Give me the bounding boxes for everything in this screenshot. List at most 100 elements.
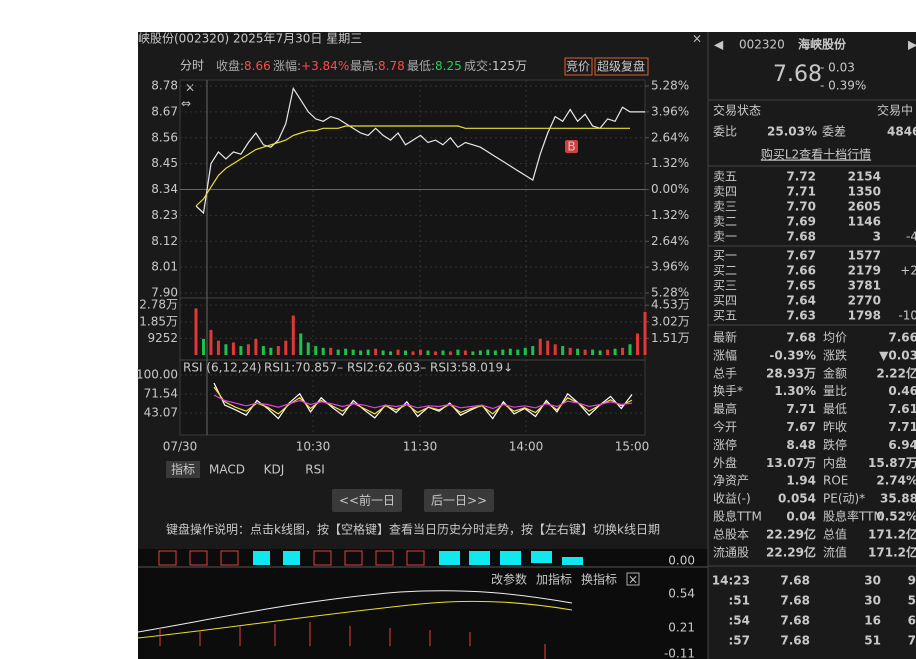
volume-bar [291,315,295,355]
tick-time: 14:23 [712,574,750,588]
volume-bar [411,351,415,355]
marker-box [565,140,578,153]
status: 交易中 [877,103,913,118]
panel-button[interactable]: 换指标 [581,572,617,587]
x-tick-label: 14:00 [509,440,544,454]
tick-price: 7.68 [780,594,810,608]
stat-value: 22.29亿 [766,526,816,541]
volume-bar [306,342,310,355]
legend-entry: RSI3:58.019↓ [430,361,513,375]
stat-label: 金额 [823,365,847,380]
stat-label: 涨跌 [823,347,847,362]
close-button[interactable]: × [692,32,702,46]
y-tick-label: 8.34 [151,182,178,196]
volume-bar [254,338,258,355]
y2-tick-label: 5.28% [651,286,689,300]
tab[interactable]: 指标 [171,462,195,477]
button-frame[interactable] [564,57,593,76]
stat-value: 15.87万 [868,456,916,470]
tick-count: 6 [908,614,916,628]
close-box[interactable] [626,572,640,586]
tick-volume: 16 [864,614,881,628]
volume-bar [269,347,273,355]
info-item: 收盘:8.66 [216,58,271,73]
axis-label: 0.00 [668,554,695,568]
volume-bar [201,338,205,355]
volume-bar [239,346,243,355]
book-volume: 2154 [848,170,881,184]
info-value: 8.78 [378,59,405,73]
info-value: 8.66 [244,59,271,73]
decor-line [137,600,573,639]
nav-label[interactable]: <<前一日 [339,493,395,508]
y-tick-label: 43.07 [144,406,178,420]
stat-label: 总手 [713,366,737,380]
volume-bar [366,349,370,355]
x-tick-label: 11:30 [403,440,438,454]
nav-label[interactable]: 后一日>> [431,494,487,508]
tab[interactable]: MACD [209,463,245,477]
average-line [195,125,630,207]
stat-value: 7.61 [888,402,916,416]
button-label[interactable]: 竞价 [566,60,590,74]
tick-price: 7.68 [780,574,810,588]
stat-value: 7.68 [786,331,816,345]
nav-button[interactable] [424,489,494,512]
stat-value: 7.67 [786,420,816,434]
y2-tick-label: 3.96% [651,260,689,274]
stat-value: 28.93万 [766,366,816,380]
volume-bar [568,347,572,355]
x-tick-label: 07/30 [163,440,198,454]
volume-bar [359,350,363,355]
volume-bar [583,349,587,355]
volume-bar [374,348,378,355]
panel-button[interactable]: 改参数 [491,572,527,587]
book-label: 卖五 [713,170,737,184]
legend-entry: RSI2:62.603– [347,361,426,375]
stat-label: PE(动)* [823,492,865,506]
close-button[interactable]: × [628,573,638,587]
volume-bar [531,346,535,355]
volume-bar [471,351,475,355]
volume-bar [246,344,250,355]
volume-bar [493,350,497,355]
stat-label: 流值 [823,544,847,559]
volume-bar [321,347,325,355]
tab[interactable]: KDJ [264,463,285,477]
l2-link[interactable]: 购买L2查看十档行情 [761,147,871,162]
marker-label: B [567,140,575,154]
tab[interactable]: RSI [305,463,325,477]
next-arrow[interactable]: ▶ [908,38,916,52]
prev-arrow[interactable]: ◀ [714,38,724,52]
y-tick-label: 100.00 [136,368,178,382]
stat-label: 量比 [823,384,847,398]
volume-bar [381,350,385,355]
stat-value: 7.66 [888,331,916,345]
book-price: 7.72 [786,170,816,184]
nav-button[interactable] [332,489,402,512]
panel-button[interactable]: 加指标 [536,572,572,587]
stat-value: 2.74% [876,474,916,488]
book-volume: 2179 [848,264,881,278]
y-tick-label: 8.67 [151,104,178,118]
info-value: 8.25 [435,59,462,73]
window-title: 峡股份(002320) 2025年7月30日 星期三 [138,32,362,46]
stat-label: 最高 [713,401,737,416]
stat-label: 最新 [713,330,737,345]
decor-bar [500,551,521,565]
indicator-title: RSI (6,12,24) [183,361,261,375]
tab-selected-bg [166,461,200,478]
stat-label: 涨停 [713,437,737,452]
stat-value: 0.054 [778,492,816,506]
volume-bar [463,350,467,355]
button-label[interactable]: 超级复盘 [597,59,645,74]
y2-tick-label: 0.00% [651,182,689,196]
decor-bar [406,550,425,566]
y-tick-label: 7.90 [151,286,178,300]
button-frame[interactable] [594,57,649,76]
tick-time: :51 [729,594,751,608]
stat-value: 6.94 [888,438,916,452]
volume-bar [628,344,632,355]
volume-bar [329,347,333,355]
volume-bar [553,344,557,355]
